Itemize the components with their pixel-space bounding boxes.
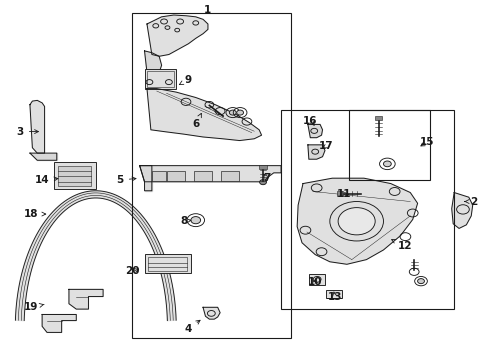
Polygon shape <box>30 153 57 160</box>
Bar <box>221 171 238 181</box>
Bar <box>281 110 453 309</box>
Bar <box>147 71 173 87</box>
Polygon shape <box>69 289 103 309</box>
Text: 20: 20 <box>125 266 139 276</box>
Text: 5: 5 <box>116 175 136 185</box>
Circle shape <box>383 161 390 167</box>
Text: 11: 11 <box>337 189 351 199</box>
Polygon shape <box>30 100 44 153</box>
Text: 16: 16 <box>303 116 317 126</box>
Bar <box>144 69 176 89</box>
Text: 19: 19 <box>24 302 44 312</box>
Polygon shape <box>16 191 176 320</box>
Text: 17: 17 <box>319 141 333 151</box>
Bar <box>54 162 96 189</box>
Bar <box>326 290 341 298</box>
Polygon shape <box>42 315 76 332</box>
Bar <box>194 171 211 181</box>
Text: 6: 6 <box>192 113 201 129</box>
Bar <box>309 274 325 285</box>
Text: 14: 14 <box>35 175 58 185</box>
Circle shape <box>190 217 200 224</box>
Text: 15: 15 <box>419 138 434 147</box>
Polygon shape <box>203 307 220 319</box>
Text: 18: 18 <box>24 209 46 219</box>
Text: 12: 12 <box>391 239 412 251</box>
Bar <box>374 116 382 120</box>
Polygon shape <box>144 51 161 76</box>
Text: 9: 9 <box>179 75 192 85</box>
Bar <box>132 13 290 338</box>
Circle shape <box>229 110 236 115</box>
Circle shape <box>417 279 424 284</box>
Polygon shape <box>147 15 207 56</box>
Bar <box>152 171 166 181</box>
Polygon shape <box>140 166 152 191</box>
Polygon shape <box>147 89 261 140</box>
Bar <box>58 166 91 186</box>
Text: 1: 1 <box>204 5 211 15</box>
Polygon shape <box>307 145 325 159</box>
Circle shape <box>337 208 374 235</box>
Polygon shape <box>140 166 281 182</box>
Bar <box>348 110 429 180</box>
Circle shape <box>259 180 266 185</box>
Polygon shape <box>307 125 322 138</box>
Polygon shape <box>297 178 417 264</box>
Circle shape <box>236 110 243 115</box>
Text: 3: 3 <box>17 127 39 136</box>
Text: 10: 10 <box>307 277 322 287</box>
Text: 13: 13 <box>327 292 341 302</box>
Text: 8: 8 <box>180 216 190 226</box>
Bar <box>336 192 342 196</box>
Bar <box>144 253 190 273</box>
Polygon shape <box>451 193 472 228</box>
Text: 7: 7 <box>262 173 269 183</box>
Bar <box>167 171 184 181</box>
Text: 4: 4 <box>184 320 200 334</box>
Bar <box>259 165 266 168</box>
Bar <box>148 257 186 271</box>
Text: 2: 2 <box>464 197 476 207</box>
